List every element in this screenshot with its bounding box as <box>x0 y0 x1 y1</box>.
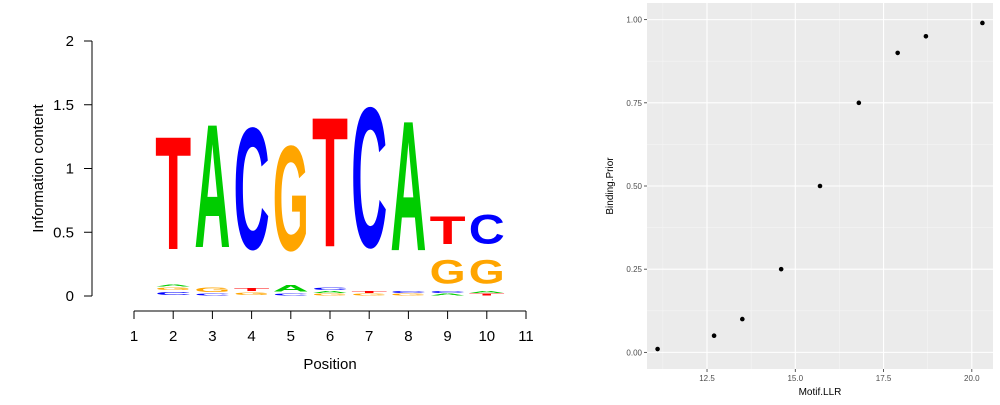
logo-letter-C: C <box>430 291 466 294</box>
x-axis-label: Motif.LLR <box>799 387 842 398</box>
logo-letter-G: G <box>234 292 270 296</box>
y-tick-label: 2 <box>66 33 74 50</box>
scatter-point <box>655 346 660 352</box>
scatter-point <box>856 100 862 106</box>
sequence-logo-panel: 0 0.5 1 1.5 2 Information content 1 2 3 4 5 6 7 8 9 10 1… <box>30 33 534 373</box>
x-tick-label: 12.5 <box>699 374 715 383</box>
logo-letter-T: T <box>469 293 506 296</box>
logo-letter-G: G <box>469 252 505 291</box>
logo-letter-C: C <box>390 291 426 294</box>
logo-letter-A: A <box>430 293 466 296</box>
logo-letter-T: T <box>351 291 388 294</box>
y-tick-label: 0.5 <box>53 224 74 241</box>
x-tick-label: 2 <box>169 328 177 345</box>
logo-letter-G: G <box>194 286 230 294</box>
scatter-point <box>980 20 985 26</box>
scatter-point <box>711 333 717 339</box>
x-tick-label: 7 <box>365 328 373 345</box>
y-tick-label: 1.00 <box>626 16 642 25</box>
logo-letter-A: A <box>390 82 426 290</box>
x-tick-label: 6 <box>326 328 334 345</box>
logo-letter-G: G <box>155 287 191 291</box>
scatter-point <box>778 266 784 272</box>
x-tick-label: 8 <box>404 328 412 345</box>
logo-letter-C: C <box>273 293 309 296</box>
logo-letter-C: C <box>234 92 270 286</box>
y-tick-label: 1.5 <box>53 97 74 114</box>
y-tick-label: 0.00 <box>626 348 642 357</box>
y-tick-label: 0.75 <box>626 99 642 108</box>
sequence-logo-chart: 0 0.5 1 1.5 2 Information content 1 2 3 4 5 6 7 8 9 10 1… <box>30 33 534 373</box>
x-tick-label: 1 <box>130 328 138 345</box>
y-axis-label: Binding.Prior <box>605 157 616 215</box>
logo-letter-A: A <box>312 291 348 294</box>
scatter-point <box>740 316 745 322</box>
logo-letter-G: G <box>390 293 426 296</box>
logo-letter-C: C <box>194 293 230 296</box>
logo-letter-T: T <box>155 103 191 284</box>
y-tick-label: 1 <box>66 161 74 178</box>
x-tick-label: 9 <box>443 328 451 345</box>
x-tick-label: 5 <box>287 328 295 345</box>
y-tick-label: 0 <box>66 288 74 305</box>
logo-letter-A: A <box>194 89 230 285</box>
x-tick-label: 4 <box>247 328 255 345</box>
scatter-point <box>923 33 929 39</box>
y-tick-label: 0.25 <box>626 265 642 274</box>
y-axis-label: Information content <box>30 103 47 232</box>
scatter-plot-panel: 0.00 0.25 0.50 0.75 1.00 12.5 15.0 17.5 20.0 Moti… <box>600 0 1000 400</box>
scatter-plot-chart: 0.00 0.25 0.50 0.75 1.00 12.5 15.0 17.5 20.0 Moti… <box>605 3 993 398</box>
logo-letter-G: G <box>273 114 309 283</box>
y-tick-label: 0.50 <box>626 182 642 191</box>
x-tick-label: 3 <box>208 328 216 345</box>
logo-letter-A: A <box>155 285 191 288</box>
logo-letter-G: G <box>312 293 348 296</box>
x-axis-label: Position <box>303 356 356 373</box>
logo-letter-A: A <box>273 283 309 293</box>
scatter-point <box>817 183 823 189</box>
logo-letter-C: C <box>312 287 348 291</box>
logo-letter-G: G <box>430 252 466 291</box>
x-tick-label: 17.5 <box>876 374 892 383</box>
scatter-point <box>895 50 900 56</box>
logo-letter-C: C <box>155 291 191 296</box>
logo-letter-T: T <box>234 287 271 292</box>
logo-letter-C: C <box>469 205 505 252</box>
x-tick-label: 15.0 <box>787 374 803 383</box>
logo-letter-T: T <box>430 207 466 252</box>
x-tick-label: 20.0 <box>964 374 980 383</box>
logo-letter-A: A <box>469 291 505 294</box>
logo-letter-G: G <box>351 293 387 296</box>
logo-letter-T: T <box>312 79 348 287</box>
x-tick-label: 10 <box>478 328 495 345</box>
x-tick-label: 11 <box>518 328 534 345</box>
logo-letter-C: C <box>351 66 387 290</box>
